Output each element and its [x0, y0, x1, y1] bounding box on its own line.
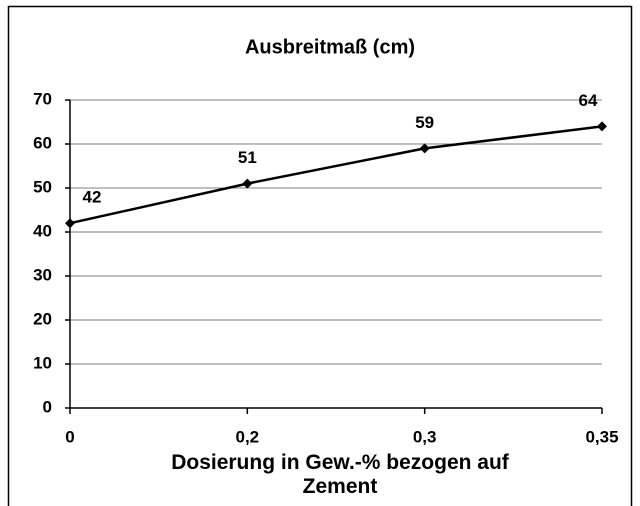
marker: [419, 143, 430, 154]
chart-border: [7, 5, 633, 506]
data-label: 42: [83, 188, 102, 207]
data-line: [69, 125, 603, 225]
marker: [65, 218, 75, 229]
x-tick-label: 0: [65, 427, 74, 446]
data-label: 51: [238, 148, 257, 167]
y-tick-label: 30: [33, 265, 52, 284]
x-tick-label: 0,2: [236, 427, 260, 446]
x-tick-label: 0,35: [585, 427, 618, 446]
y-tick-label: 70: [33, 89, 52, 108]
y-tick-label: 20: [33, 309, 52, 328]
data-label: 59: [415, 113, 434, 132]
x-tick-label: 0,3: [413, 427, 437, 446]
marker: [242, 178, 253, 189]
x-axis-label: Dosierung in Gew.-% bezogen auf Zement: [171, 451, 509, 498]
y-tick-label: 50: [33, 177, 52, 196]
data-label: 64: [579, 91, 598, 110]
y-tick-label: 40: [33, 221, 52, 240]
y-tick-label: 10: [33, 353, 52, 372]
y-tick-label: 0: [43, 397, 52, 416]
marker: [597, 121, 607, 132]
y-tick-label: 60: [33, 133, 52, 152]
chart-title: Ausbreitmaß (cm): [245, 36, 415, 58]
